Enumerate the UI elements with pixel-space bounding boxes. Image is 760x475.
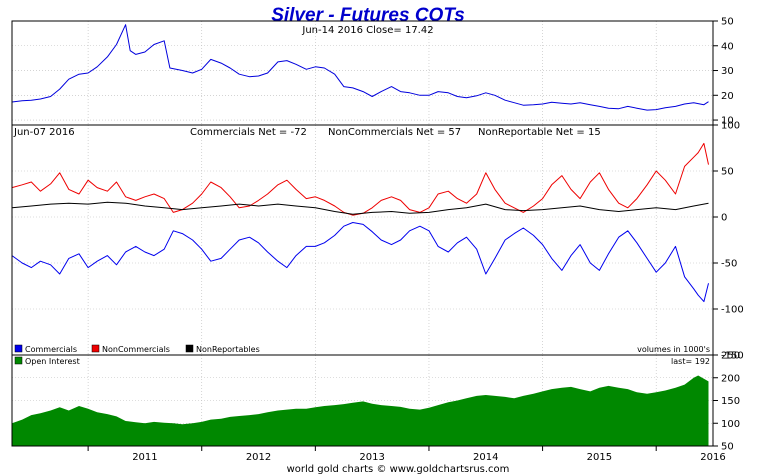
positions-y-axis: 100 50 0 -50 -100 -150 — [713, 121, 744, 362]
positions-y-tick-label: -150 — [721, 351, 744, 362]
open-interest-label: Open Interest — [25, 357, 80, 366]
positions-gridlines — [12, 125, 713, 355]
price-y-tick-label: 30 — [721, 66, 734, 77]
open-interest-y-tick-label: 50 — [721, 442, 734, 453]
open-interest-area — [12, 375, 709, 446]
noncommercials-line — [11, 142, 709, 216]
x-tick-label: 2011 — [132, 452, 157, 463]
chart-title: Silver - Futures COTs — [271, 5, 465, 26]
positions-y-tick-label: 0 — [721, 213, 727, 224]
units-note: volumes in 1000's — [637, 345, 710, 354]
legend-label-noncommercials: NonCommercials — [102, 345, 170, 354]
legend-label-nonreportables: NonReportables — [196, 345, 260, 354]
chart-subtitle: Jun-14 2016 Close= 17.42 — [301, 25, 433, 36]
open-interest-y-axis: 250 200 150 100 50 — [713, 351, 740, 453]
open-interest-y-tick-label: 200 — [721, 373, 740, 384]
price-y-axis: 50 40 30 20 10 — [713, 17, 734, 127]
open-interest-last-readout: last= 192 — [671, 357, 710, 366]
commercials-net-readout: Commercials Net = -72 — [190, 127, 307, 138]
footer-credit: world gold charts © www.goldchartsrus.co… — [287, 464, 510, 475]
nonreportables-line — [11, 201, 709, 215]
positions-date: Jun-07 2016 — [13, 127, 75, 138]
price-y-tick-label: 40 — [721, 41, 734, 52]
open-interest-panel-frame — [11, 354, 714, 447]
x-tick-label: 2013 — [359, 452, 384, 463]
price-y-tick-label: 50 — [721, 17, 734, 28]
x-tick-label: 2012 — [246, 452, 271, 463]
positions-y-tick-label: -100 — [721, 305, 744, 316]
legend-swatch-open-interest — [14, 356, 23, 365]
positions-series — [11, 142, 709, 303]
price-y-tick-label: 20 — [721, 91, 734, 102]
legend-swatch-nonreportables — [185, 344, 194, 353]
open-interest-y-tick-label: 250 — [721, 351, 740, 362]
price-series — [11, 24, 709, 111]
legend-swatch-noncommercials — [91, 344, 100, 353]
commercials-line — [11, 222, 709, 303]
x-tick-label: 2016 — [700, 452, 725, 463]
price-y-tick-label: 10 — [721, 116, 734, 127]
positions-legend: Commercials NonCommercials NonReportable… — [14, 344, 260, 354]
positions-y-tick-label: 50 — [721, 167, 734, 178]
legend-label-commercials: Commercials — [25, 345, 77, 354]
positions-panel: 100 50 0 -50 -100 -150 Jun-07 2016 Comme… — [11, 121, 744, 362]
positions-y-tick-label: 100 — [721, 121, 740, 132]
open-interest-series — [12, 375, 709, 446]
open-interest-y-tick-label: 150 — [721, 396, 740, 407]
close-line — [11, 24, 709, 111]
x-axis: 2011 2012 2013 2014 2015 2016 — [87, 446, 726, 463]
open-interest-y-tick-label: 100 — [721, 419, 740, 430]
nonreportable-net-readout: NonReportable Net = 15 — [478, 127, 601, 138]
legend-swatch-commercials — [14, 344, 23, 353]
x-tick-label: 2014 — [473, 452, 498, 463]
open-interest-panel: 250 200 150 100 50 Open Interest last= 1… — [11, 351, 740, 453]
x-tick-label: 2015 — [587, 452, 612, 463]
positions-y-tick-label: -50 — [721, 259, 737, 270]
noncommercials-net-readout: NonCommercials Net = 57 — [328, 127, 461, 138]
